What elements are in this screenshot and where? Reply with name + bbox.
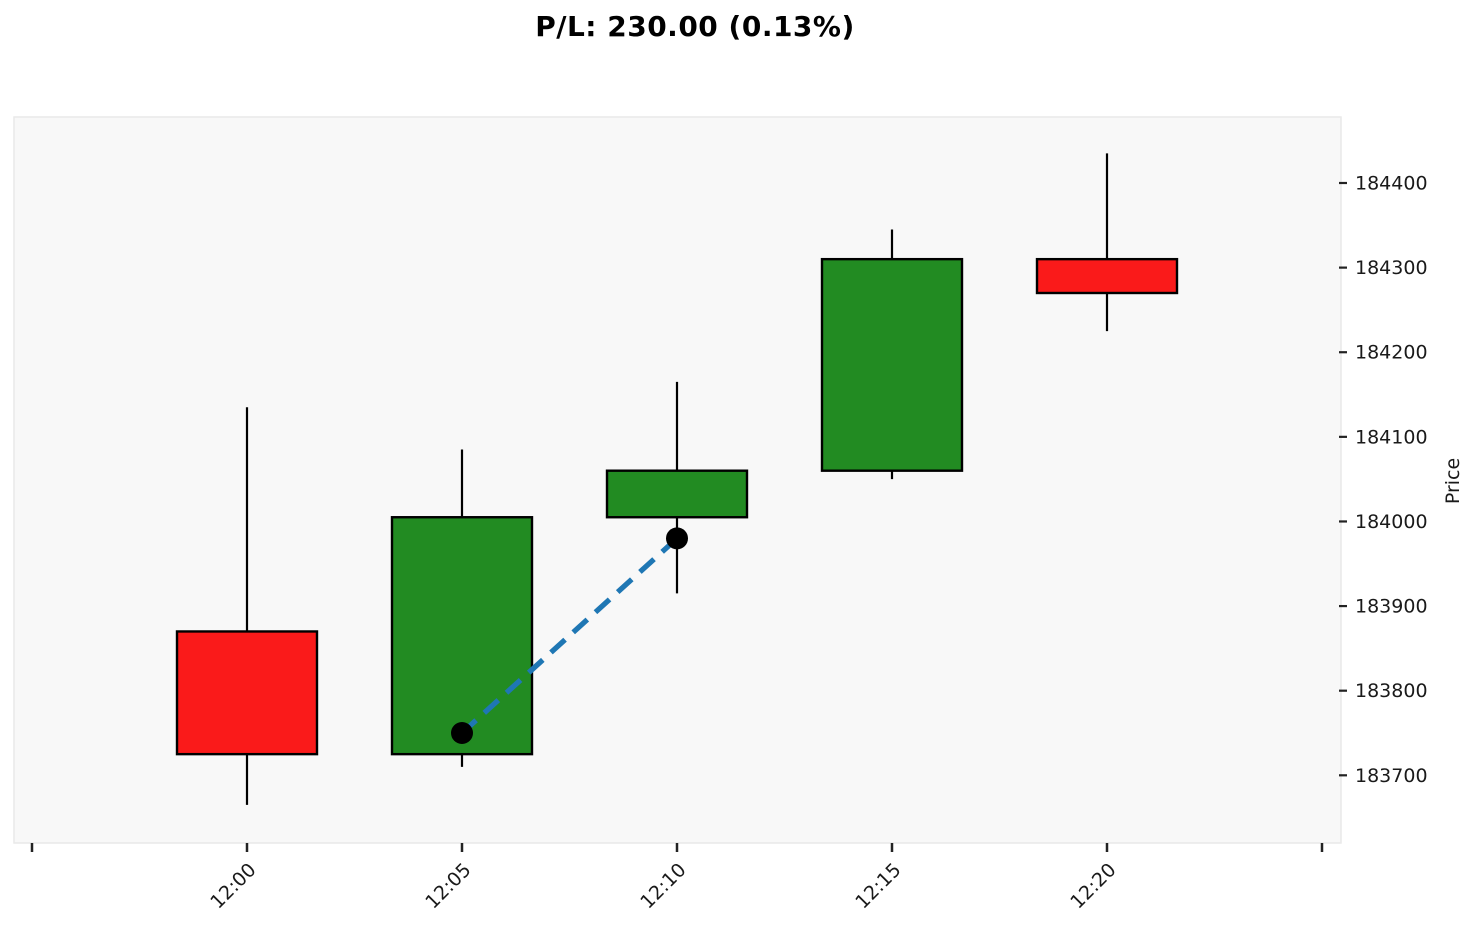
y-tick-label: 184200 (1355, 342, 1428, 364)
y-tick-label: 184400 (1355, 173, 1428, 195)
y-tick-label: 184100 (1355, 426, 1428, 448)
candle-body-12:10 (605, 469, 749, 519)
x-tick-label: 12:15 (851, 859, 905, 913)
x-tick-label: 12:10 (636, 859, 690, 913)
y-axis-title: Price (1442, 457, 1464, 505)
x-tick-label: 12:05 (421, 859, 475, 913)
candle-body-12:15 (820, 257, 964, 472)
y-tick-label: 184000 (1355, 511, 1428, 533)
x-tick-label: 12:20 (1066, 859, 1120, 913)
y-tick-label: 183700 (1355, 765, 1428, 787)
candle-body-12:20 (1035, 257, 1179, 295)
y-tick-label: 183900 (1355, 596, 1428, 618)
trade-entry-marker (451, 722, 473, 744)
x-tick-label: 12:00 (206, 859, 260, 913)
trade-exit-marker (666, 527, 688, 550)
trade-line (460, 536, 679, 735)
candle-body-12:05 (390, 516, 534, 756)
candle-body-12:00 (175, 630, 319, 756)
y-tick-label: 184300 (1355, 257, 1428, 279)
y-tick-label: 183800 (1355, 680, 1428, 702)
chart-title: P/L: 230.00 (0.13%) (535, 10, 855, 43)
